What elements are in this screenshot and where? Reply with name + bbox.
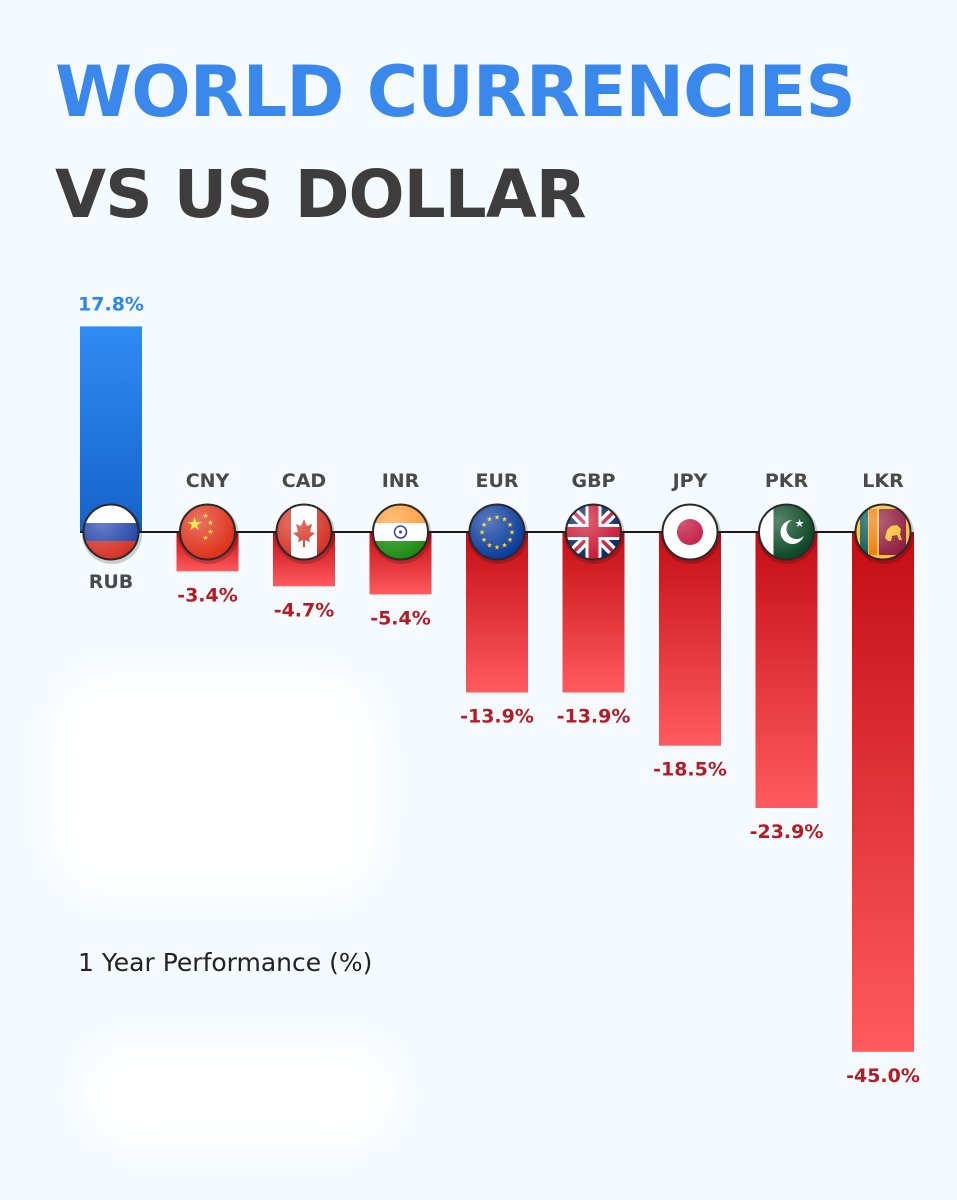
labels-layer: 17.8% RUB -3.4% CNY -4.7% CAD -5.4% INR -13.9% EU… [78,293,920,1086]
smudge-mark [50,670,380,900]
currency-label-eur: EUR [475,470,518,492]
value-label-lkr: -45.0% [846,1065,920,1087]
smudge-mark [80,1040,400,1150]
uk-flag-icon [564,503,625,564]
currency-label-gbp: GBP [571,470,615,492]
japan-flag-icon [661,503,721,564]
currency-label-pkr: PKR [765,470,809,492]
chart-subtitle: VS US DOLLAR [55,156,587,233]
value-label-inr: -5.4% [370,607,431,629]
currency-label-cny: CNY [186,470,230,492]
russia-flag-icon [82,503,142,564]
pakistan-flag-icon: ★ [757,503,818,564]
bar-rub [80,326,142,532]
currency-label-inr: INR [382,470,420,492]
value-label-rub: 17.8% [78,293,144,315]
india-flag-icon [371,503,432,564]
bars-layer [80,326,914,1052]
currency-label-jpy: JPY [671,470,708,492]
value-label-jpy: -18.5% [653,759,727,781]
flags-layer: ★★★★★★★★★★★★★★★★★★ [82,503,914,564]
bar-pkr [755,532,818,808]
bar-lkr [852,532,914,1052]
canada-flag-icon [275,503,335,564]
value-label-eur: -13.9% [460,706,534,728]
currency-label-lkr: LKR [862,470,904,492]
currency-label-rub: RUB [89,571,134,593]
sri-lanka-flag-icon [854,503,914,564]
currency-label-cad: CAD [282,470,326,492]
value-label-cny: -3.4% [177,584,238,606]
value-label-cad: -4.7% [274,599,335,621]
value-label-pkr: -23.9% [750,821,824,843]
bar-jpy [659,532,721,746]
chart-title: WORLD CURRENCIES [55,51,856,133]
chart-footnote: 1 Year Performance (%) [78,948,373,977]
eu-flag-icon: ★★★★★★★★★★★★ [468,503,528,564]
value-label-gbp: -13.9% [557,706,631,728]
china-flag-icon: ★★★★★ [178,503,239,564]
